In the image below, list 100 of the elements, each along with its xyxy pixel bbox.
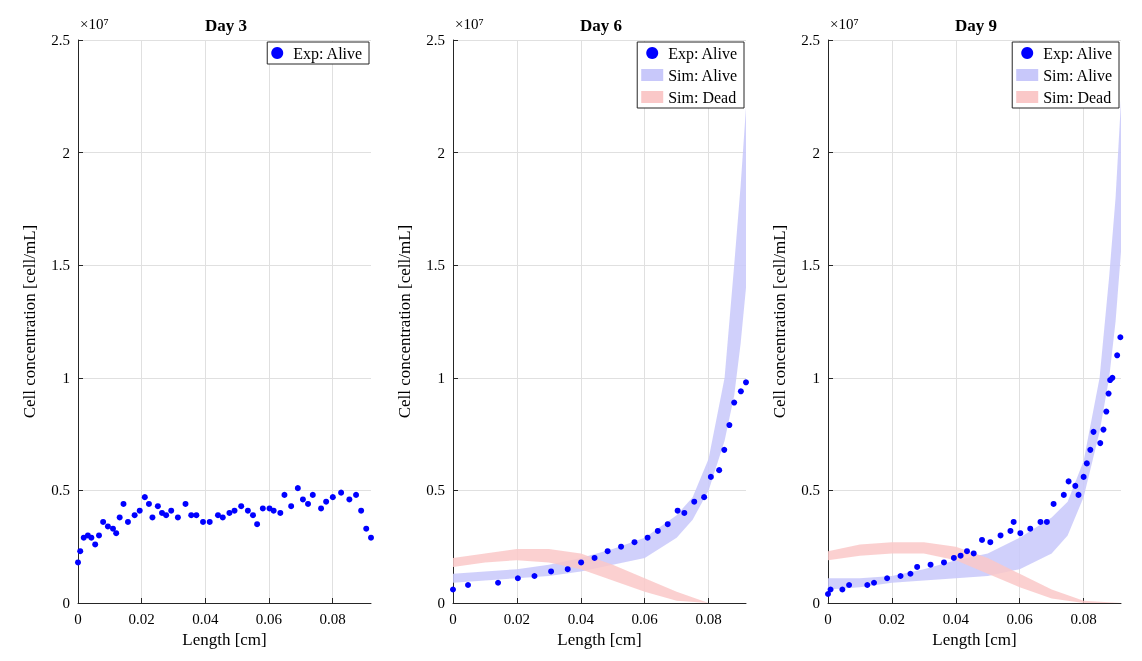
point [200,518,207,525]
point [1083,460,1090,467]
point [226,509,233,516]
point [737,388,744,395]
point [1100,426,1107,433]
point [1114,352,1121,359]
point [1072,482,1079,489]
point [113,530,120,537]
point [154,503,161,510]
point [353,491,360,498]
point [346,496,353,503]
point [465,581,472,588]
point [707,473,714,480]
y-tick-label: 1 [62,369,70,386]
point [531,572,538,579]
point [168,507,175,514]
point [214,512,221,519]
chart-title: Day 3 [204,16,248,35]
point [158,509,165,516]
point [907,570,914,577]
point [110,525,116,532]
x-tick-label: 0.04 [942,610,970,627]
y-tick-label: 2.5 [801,32,820,48]
point [363,525,370,532]
point [281,491,288,498]
point [1037,518,1044,525]
point [839,586,846,593]
x-tick-label: 0.06 [1006,610,1034,627]
point [864,581,871,588]
point [77,548,84,555]
x-tick-label: 0.04 [567,610,595,627]
point [495,579,502,586]
x-tick-label: 0.02 [128,610,155,627]
x-tick-label: 0.06 [255,610,283,627]
point [914,563,921,570]
point [897,572,904,579]
y-tick-label: 2 [62,144,70,161]
point [238,503,245,510]
y-tick-label: 2.5 [51,32,70,48]
point [244,507,251,514]
x-tick-label: 0.06 [631,610,659,627]
point [1080,473,1087,480]
point [618,543,625,550]
legend-label: Sim: Dead [668,88,737,106]
legend-label: Exp: Alive [668,44,738,63]
point [987,539,994,546]
point [1043,518,1050,525]
point [323,498,330,505]
x-tick-label: 0.02 [878,610,906,627]
y-axis-title: Cell concentration [cell/mL] [770,224,789,419]
y-tick-label: 2.5 [426,32,445,48]
point [358,507,365,514]
chart-title: Day 9 [954,16,998,35]
point [259,505,266,512]
y-axis-title: Cell concentration [cell/mL] [395,224,414,419]
point [294,485,301,492]
point [548,568,555,575]
point [578,559,585,566]
point [1087,446,1094,453]
y-tick-label: 1 [812,369,820,386]
point [92,541,99,548]
x-tick-label: 0.02 [503,610,531,627]
legend-label: Sim: Alive [1043,66,1113,84]
y-axis-title: Cell concentration [cell/mL] [20,224,39,419]
point [299,496,306,503]
point [846,581,853,588]
point [997,532,1004,539]
point [182,500,189,507]
y-tick-label: 1 [437,369,445,386]
point [136,507,143,514]
point [270,507,277,514]
point [305,500,312,507]
x-tick-label: 0.08 [1070,610,1097,627]
point [124,518,131,525]
text: ×10⁷ [80,15,109,32]
point [644,534,651,541]
y-tick-label: 0 [812,595,820,611]
legend-label: Sim: Dead [1043,88,1112,106]
point [104,523,111,530]
y-tick-label: 2 [812,144,820,161]
point [1065,478,1072,485]
point [163,512,170,519]
point [591,554,598,561]
point [1105,390,1112,397]
x-tick-label: 0.04 [192,610,219,627]
point [193,512,200,519]
point [329,494,336,501]
legend-label: Exp: Alive [1043,44,1113,63]
point [249,512,256,519]
point [219,514,226,521]
point [75,559,81,566]
point [664,521,671,528]
point [254,521,261,528]
point [100,518,107,525]
point [871,579,878,586]
point [514,575,521,582]
y-tick-label: 1.5 [801,257,820,274]
point [120,500,127,507]
x-axis-title: Length [cm] [182,629,267,649]
point [88,534,95,541]
